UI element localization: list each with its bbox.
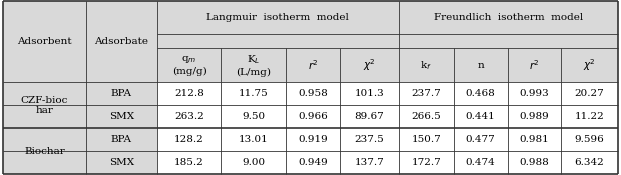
Text: 20.27: 20.27 xyxy=(574,89,604,98)
Text: 0.993: 0.993 xyxy=(520,89,549,98)
Text: $r$$^2$: $r$$^2$ xyxy=(529,58,540,72)
Text: Adsorbate: Adsorbate xyxy=(94,37,148,46)
Text: 9.596: 9.596 xyxy=(574,135,604,144)
Text: k$_f$: k$_f$ xyxy=(420,59,432,72)
Text: BPA: BPA xyxy=(111,135,132,144)
Text: 0.468: 0.468 xyxy=(466,89,496,98)
Text: 6.342: 6.342 xyxy=(574,158,604,167)
Text: BPA: BPA xyxy=(111,89,132,98)
Text: Freundlich  isotherm  model: Freundlich isotherm model xyxy=(433,13,583,22)
Text: 137.7: 137.7 xyxy=(355,158,384,167)
Text: Langmuir  isotherm  model: Langmuir isotherm model xyxy=(206,13,349,22)
Text: 128.2: 128.2 xyxy=(175,135,204,144)
Text: 0.949: 0.949 xyxy=(298,158,328,167)
Text: CZF-bioc
har: CZF-bioc har xyxy=(20,96,68,115)
Text: 0.477: 0.477 xyxy=(466,135,496,144)
Text: 237.5: 237.5 xyxy=(355,135,384,144)
Text: Adsorbent: Adsorbent xyxy=(17,37,72,46)
Text: n: n xyxy=(478,61,484,70)
Text: K$_L$
(L/mg): K$_L$ (L/mg) xyxy=(236,53,271,77)
Text: 0.441: 0.441 xyxy=(466,112,496,121)
Text: 89.67: 89.67 xyxy=(355,112,384,121)
Text: 9.50: 9.50 xyxy=(242,112,265,121)
Text: 0.474: 0.474 xyxy=(466,158,496,167)
Text: $\chi$$^2$: $\chi$$^2$ xyxy=(363,57,376,73)
Text: Biochar: Biochar xyxy=(24,147,65,156)
Text: 11.75: 11.75 xyxy=(239,89,269,98)
Text: 237.7: 237.7 xyxy=(412,89,442,98)
Text: 185.2: 185.2 xyxy=(175,158,204,167)
Text: 212.8: 212.8 xyxy=(175,89,204,98)
Text: 0.966: 0.966 xyxy=(298,112,328,121)
Text: 0.919: 0.919 xyxy=(298,135,328,144)
Text: $r$$^2$: $r$$^2$ xyxy=(308,58,318,72)
Text: 0.989: 0.989 xyxy=(520,112,549,121)
Text: 13.01: 13.01 xyxy=(239,135,269,144)
Text: q$_m$
(mg/g): q$_m$ (mg/g) xyxy=(172,54,207,76)
Text: 0.981: 0.981 xyxy=(520,135,549,144)
Text: 11.22: 11.22 xyxy=(574,112,604,121)
Bar xyxy=(3,82,156,174)
Text: SMX: SMX xyxy=(109,112,134,121)
Text: 101.3: 101.3 xyxy=(355,89,384,98)
Text: 0.958: 0.958 xyxy=(298,89,328,98)
Text: $\chi$$^2$: $\chi$$^2$ xyxy=(583,57,596,73)
Text: 0.988: 0.988 xyxy=(520,158,549,167)
Text: SMX: SMX xyxy=(109,158,134,167)
Text: 266.5: 266.5 xyxy=(412,112,442,121)
Text: 9.00: 9.00 xyxy=(242,158,265,167)
Text: 263.2: 263.2 xyxy=(175,112,204,121)
Text: 172.7: 172.7 xyxy=(412,158,442,167)
Bar xyxy=(3,1,618,82)
Text: 150.7: 150.7 xyxy=(412,135,442,144)
